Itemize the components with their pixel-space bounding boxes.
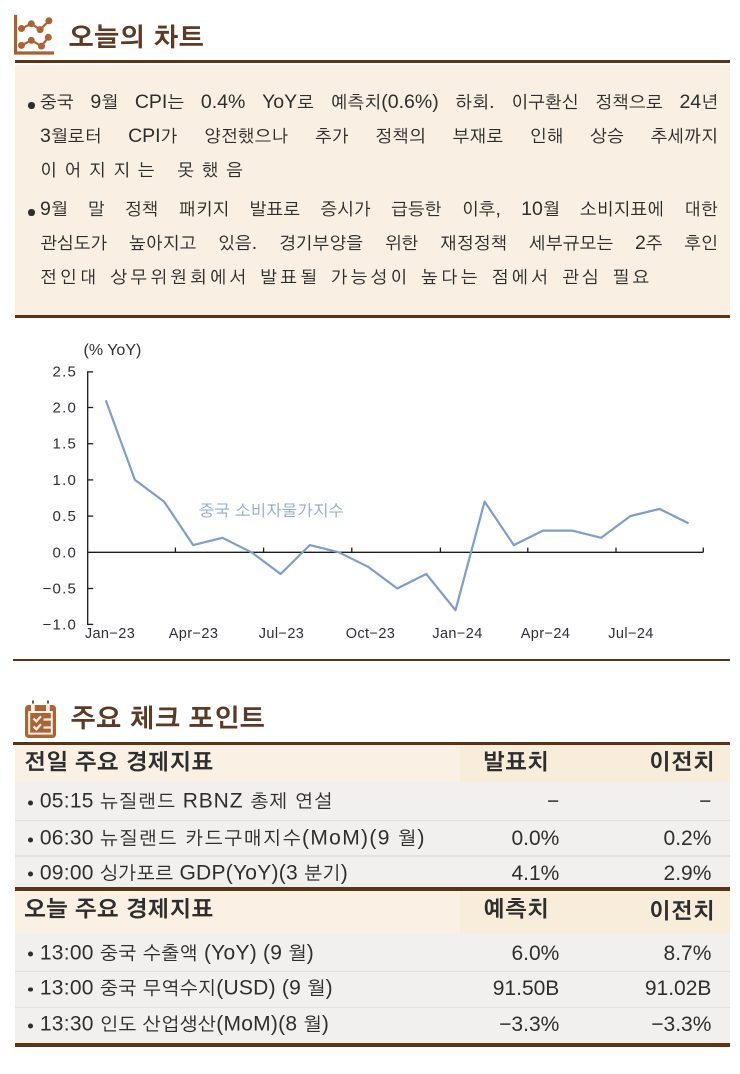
svg-text:−0.5: −0.5 [43, 581, 77, 598]
svg-text:Jul−23: Jul−23 [259, 626, 305, 642]
svg-text:Jan−23: Jan−23 [85, 626, 135, 642]
svg-text:Apr−23: Apr−23 [169, 626, 219, 642]
svg-text:중국 소비자물가지수: 중국 소비자물가지수 [199, 500, 344, 520]
svg-text:−1.0: −1.0 [43, 617, 77, 634]
svg-text:Jan−24: Jan−24 [432, 626, 482, 642]
svg-text:Oct−23: Oct−23 [346, 626, 396, 642]
svg-text:Jul−24: Jul−24 [608, 626, 654, 642]
svg-text:Apr−24: Apr−24 [521, 626, 571, 642]
svg-text:(% YoY): (% YoY) [84, 342, 142, 359]
svg-text:2.5: 2.5 [53, 363, 77, 380]
svg-text:2.0: 2.0 [53, 400, 77, 417]
svg-text:1.0: 1.0 [53, 472, 77, 489]
svg-text:0.0: 0.0 [53, 544, 77, 561]
svg-text:0.5: 0.5 [53, 508, 77, 525]
svg-text:1.5: 1.5 [53, 436, 77, 453]
